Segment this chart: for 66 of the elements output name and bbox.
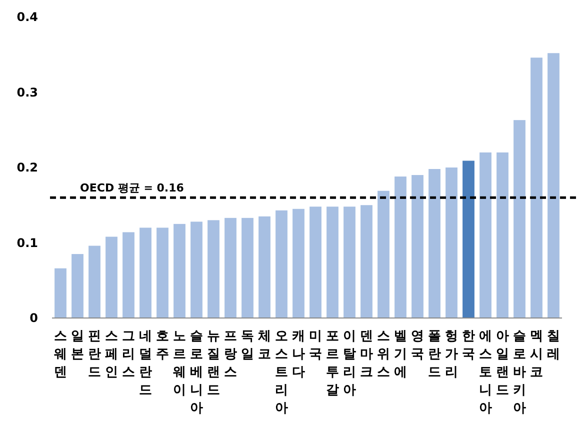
bar (496, 152, 508, 318)
x-tick-label: 덴마크 (360, 329, 373, 380)
bar (310, 206, 322, 318)
bar (514, 120, 526, 318)
x-tick-label: 프랑스 (224, 329, 237, 380)
bar (428, 169, 440, 318)
bar (292, 208, 304, 318)
bar (412, 175, 424, 318)
bar (258, 216, 270, 318)
bar (378, 190, 390, 318)
x-tick-label: 에스토니아 (479, 329, 492, 416)
x-tick-label: 벨기에 (394, 329, 407, 380)
x-tick-label: 오스트리아 (275, 329, 288, 416)
x-tick-label: 일본 (71, 329, 84, 362)
bar (174, 224, 186, 318)
x-tick-label: 그리스 (122, 329, 135, 380)
x-tick-label: 캐나다 (292, 329, 305, 380)
x-tick-label: 영국 (411, 329, 424, 362)
bar (276, 210, 288, 318)
bar (54, 268, 66, 318)
bar (140, 228, 152, 318)
bar (208, 220, 220, 318)
x-tick-label: 이탈리아 (343, 329, 356, 398)
bar (548, 53, 560, 318)
x-tick-label: 체코 (257, 329, 271, 362)
x-tick-label: 독일 (241, 329, 254, 362)
x-tick-label: 슬로바키아 (513, 329, 526, 416)
bar (344, 206, 356, 318)
bar (530, 58, 542, 318)
x-tick-label: 아일랜드 (496, 329, 509, 398)
bar (326, 206, 338, 318)
y-tick-label: 0.1 (16, 236, 38, 250)
y-tick-label: 0.3 (16, 85, 38, 100)
y-tick-label: 0 (30, 311, 38, 326)
y-tick-label: 0.2 (16, 160, 38, 175)
x-tick-label: 핀란드 (88, 329, 101, 380)
x-tick-label: 슬로베니아 (190, 329, 203, 416)
bar (446, 168, 458, 318)
bar (190, 222, 202, 318)
bar (224, 218, 236, 318)
x-tick-label: 헝가리 (445, 329, 458, 380)
bar (360, 205, 372, 318)
x-tick-label: 멕시코 (530, 329, 543, 380)
x-tick-label: 뉴질랜드 (207, 329, 220, 398)
ref-line-label: OECD 평균 = 0.16 (80, 182, 184, 195)
x-tick-label: 스위스 (377, 329, 390, 380)
bar (72, 254, 84, 318)
x-tick-label: 스페인 (105, 329, 118, 380)
bar (242, 218, 254, 318)
x-tick-label: 폴란드 (428, 329, 441, 380)
x-tick-label: 스웨덴 (54, 329, 67, 380)
bar (156, 228, 168, 318)
x-tick-label: 한국 (462, 329, 475, 362)
x-tick-label: 칠레 (547, 329, 560, 362)
bar (462, 160, 474, 318)
y-tick-label: 0.4 (16, 10, 38, 24)
x-tick-label: 포르투갈 (326, 329, 339, 398)
x-tick-label: 노르웨이 (173, 329, 186, 398)
x-tick-label: 네덜란드 (139, 329, 152, 398)
bar (122, 232, 134, 318)
x-tick-label: 미국 (309, 329, 322, 362)
bar (394, 176, 406, 318)
x-tick-label: 호주 (156, 329, 169, 362)
bar (88, 246, 100, 318)
bar (106, 236, 118, 318)
bar (480, 152, 492, 318)
